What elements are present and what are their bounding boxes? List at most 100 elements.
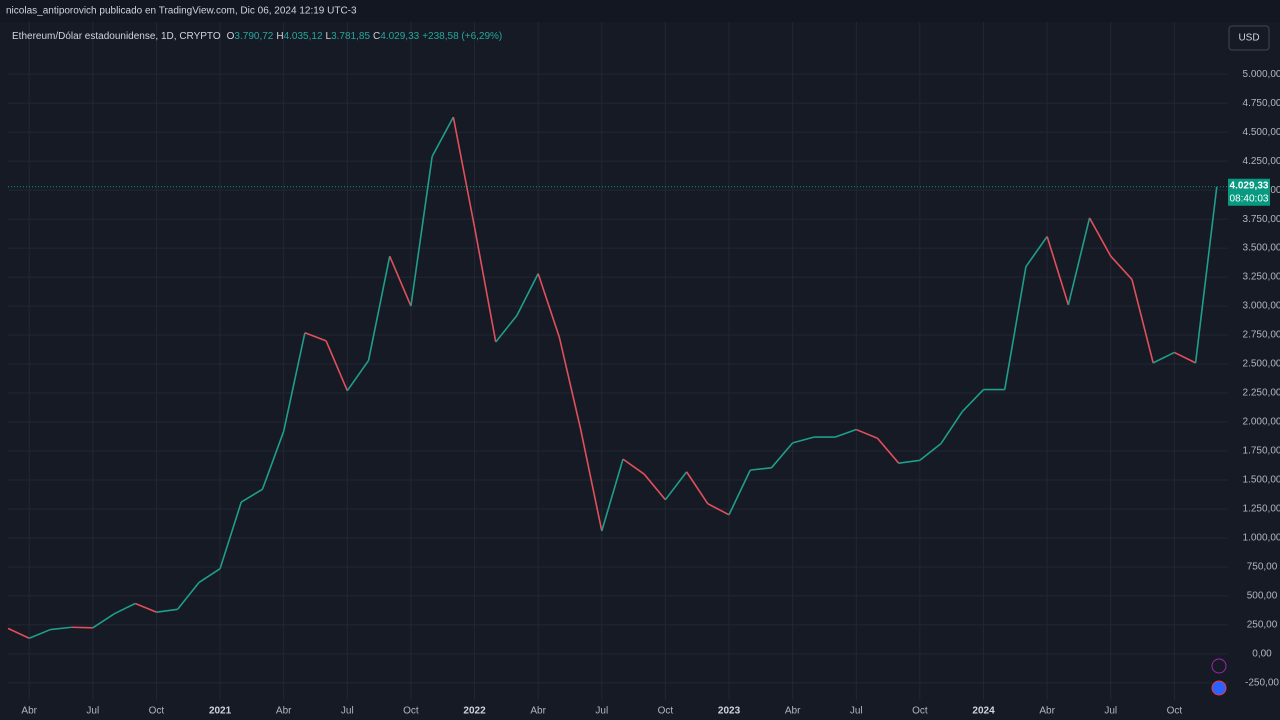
price-segment: [1131, 279, 1154, 364]
ohlc-value: 4.029,33: [380, 31, 419, 42]
price-segment: [940, 411, 963, 444]
alert-icon[interactable]: [1211, 658, 1227, 674]
x-tick-label: Abr: [1039, 706, 1055, 717]
price-segment: [622, 458, 645, 475]
price-segment: [388, 255, 412, 307]
price-segment: [558, 337, 582, 430]
y-tick-label: 1.250,00: [1243, 504, 1280, 515]
price-segment: [876, 437, 900, 464]
price-segment: [728, 469, 751, 516]
price-segment: [495, 314, 518, 343]
x-tick-label: Jul: [1104, 706, 1117, 717]
x-tick-label: 2022: [463, 706, 486, 717]
ohlc-key: H: [276, 31, 283, 42]
price-segment: [537, 273, 561, 338]
x-tick-label: 2023: [718, 706, 741, 717]
price-axis-panel: [1228, 22, 1280, 720]
ohlc-value: 3.781,85: [331, 31, 370, 42]
y-tick-label: 750,00: [1247, 562, 1278, 573]
price-segment: [198, 568, 221, 584]
price-segment: [92, 613, 115, 629]
x-tick-label: Oct: [658, 706, 674, 717]
y-tick-label: 4.250,00: [1243, 156, 1280, 167]
y-tick-label: 2.250,00: [1243, 388, 1280, 399]
x-tick-label: Jul: [86, 706, 99, 717]
y-tick-label: 4.500,00: [1243, 127, 1280, 138]
y-tick-label: 3.000,00: [1243, 301, 1280, 312]
price-segment: [792, 436, 815, 444]
price-segment: [346, 360, 370, 392]
y-tick-label: 2.500,00: [1243, 359, 1280, 370]
price-segment: [1046, 236, 1070, 306]
y-tick-label: 1.500,00: [1243, 475, 1280, 486]
price-segment: [7, 627, 30, 639]
change: +238,58 (+6,29%): [422, 31, 502, 42]
price-segment: [643, 473, 667, 501]
x-tick-label: Jul: [341, 706, 354, 717]
y-tick-label: 500,00: [1247, 591, 1278, 602]
symbol: Ethereum/Dólar estadounidense, 1D, CRYPT…: [12, 31, 221, 42]
x-tick-label: Jul: [850, 706, 863, 717]
price-segment: [1152, 351, 1175, 364]
ohlc-key: L: [326, 31, 332, 42]
y-tick-label: 3.500,00: [1243, 243, 1280, 254]
last-price-box: [1228, 178, 1270, 206]
countdown: 08:40:03: [1230, 193, 1269, 204]
price-segment: [834, 428, 857, 438]
price-segment: [1025, 236, 1048, 268]
x-tick-label: Jul: [595, 706, 608, 717]
last-price-label: 4.029,33: [1230, 180, 1269, 191]
x-tick-label: Abr: [530, 706, 546, 717]
x-tick-label: Abr: [785, 706, 801, 717]
price-segment: [750, 467, 772, 471]
price-segment: [71, 626, 93, 629]
currency-button[interactable]: [1228, 25, 1270, 51]
price-segment: [134, 602, 157, 613]
y-tick-label: 4.750,00: [1243, 98, 1280, 109]
ohlc-key: C: [373, 31, 380, 42]
price-segment: [898, 459, 921, 464]
price-segment: [919, 442, 942, 461]
y-tick-label: 5.000,00: [1243, 69, 1280, 80]
x-tick-label: Abr: [276, 706, 292, 717]
price-segment: [156, 608, 178, 613]
price-segment: [219, 501, 243, 569]
price-segment: [367, 256, 391, 361]
price-segment: [1003, 266, 1027, 390]
price-segment: [1194, 186, 1218, 363]
y-tick-label: 3.750,00: [1243, 214, 1280, 225]
price-segment: [855, 428, 878, 439]
price-segment: [961, 388, 985, 413]
price-segment: [261, 431, 285, 490]
price-segment: [240, 488, 263, 503]
price-segment: [685, 471, 709, 505]
price-segment: [770, 442, 794, 469]
y-tick-label: 0,00: [1252, 649, 1272, 660]
price-segment: [50, 626, 72, 631]
price-segment: [601, 458, 624, 532]
y-tick-label: 2.000,00: [1243, 417, 1280, 428]
ohlc-key: O: [227, 31, 235, 42]
price-segment: [473, 227, 497, 343]
x-tick-label: 2021: [209, 706, 232, 717]
price-segment: [516, 273, 539, 316]
y-tick-label: 3.250,00: [1243, 272, 1280, 283]
price-segment: [664, 471, 688, 501]
y-tick-label: -250,00: [1245, 678, 1279, 689]
price-segment: [410, 156, 433, 307]
plot-area: [7, 22, 1228, 700]
flag-icon[interactable]: [1211, 680, 1227, 696]
price-segment: [431, 116, 455, 157]
x-tick-label: Oct: [403, 706, 419, 717]
price-segment: [1067, 217, 1091, 306]
legend: Ethereum/Dólar estadounidense, 1D, CRYPT…: [12, 31, 502, 42]
x-tick-label: 2024: [972, 706, 995, 717]
currency[interactable]: USD: [1238, 33, 1259, 44]
price-segment: [1088, 217, 1112, 257]
price-segment: [579, 428, 603, 532]
ohlc-value: 4.035,12: [284, 31, 323, 42]
price-segment: [1110, 255, 1133, 280]
header-bar: [0, 0, 1280, 22]
price-segment: [282, 332, 306, 432]
